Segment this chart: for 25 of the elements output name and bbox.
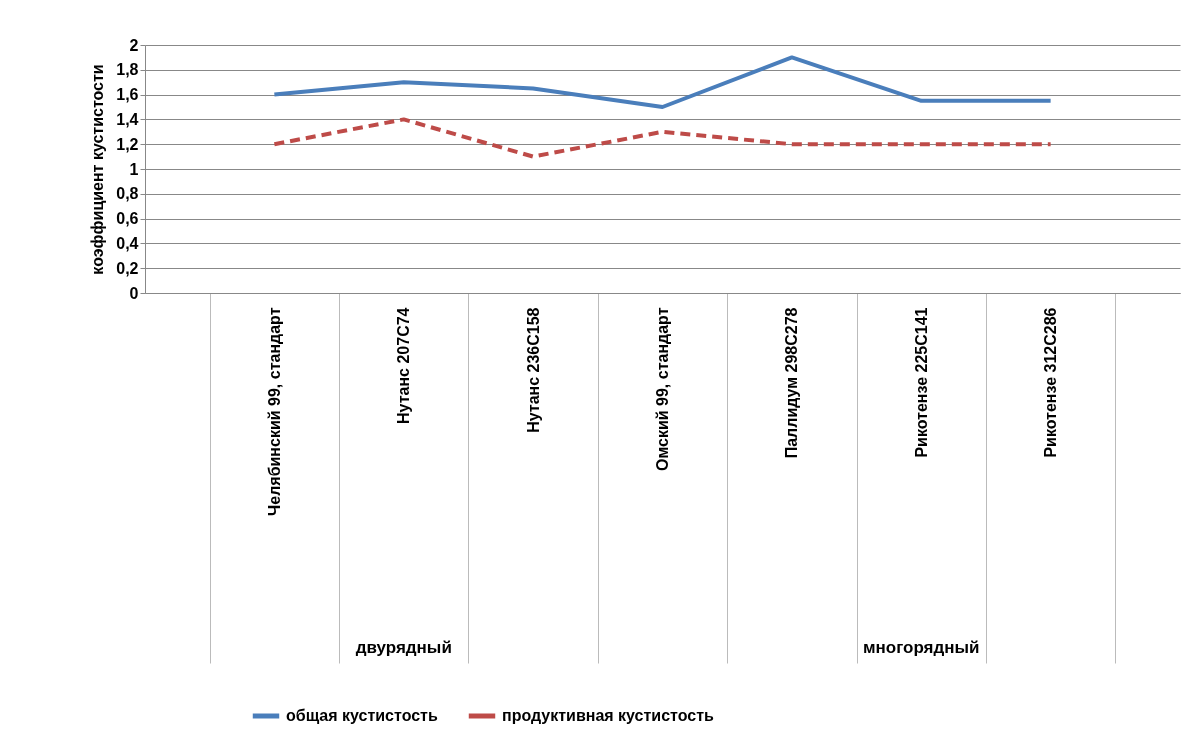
y-tick-label: 1,8: [116, 61, 139, 79]
x-tick-label: Нутанс 207С74: [395, 307, 413, 424]
text: многорядный: [862, 638, 980, 657]
y-tick-label: 2: [129, 36, 139, 54]
y-tick-label: 1,6: [116, 86, 139, 104]
x-tick-label: Омский 99, стандарт: [654, 307, 671, 472]
y-tick-label: 0,6: [116, 210, 139, 228]
y-tick-label: 0: [129, 284, 139, 302]
y-axis-title: коэффициент кустистости: [89, 64, 107, 275]
legend-label: продуктивная кустистость: [502, 707, 715, 724]
x-tick-label: Рикотензе 225С141: [912, 307, 930, 458]
y-tick-label: 0,8: [116, 185, 139, 203]
y-tick-label: 0,2: [116, 259, 139, 277]
x-tick-label: Челябинский 99, стандарт: [265, 307, 283, 516]
line-series: [272, 55, 1053, 109]
y-tick-label: 1: [129, 160, 139, 178]
y-tick-label: 1,4: [116, 110, 139, 128]
x-tick-label: Рикотензе 312С286: [1042, 307, 1060, 458]
legend-label: общая кустистость: [286, 707, 438, 724]
x-tick-label: Нутанс 236С158: [524, 307, 542, 433]
y-tick-label: 0,4: [116, 234, 139, 252]
text: двурядный: [355, 638, 452, 657]
x-tick-label: Паллидум 298С278: [783, 307, 801, 459]
line-series: [272, 117, 1053, 159]
y-tick-label: 1,2: [116, 135, 139, 153]
